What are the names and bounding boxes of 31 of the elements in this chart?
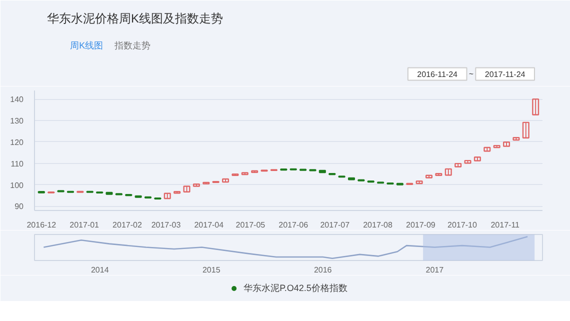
x-tick-label: 2014	[90, 266, 110, 274]
candlestick	[532, 98, 540, 116]
x-tick-label: 2016	[314, 266, 332, 274]
x-tick-label: 2017-03	[151, 220, 182, 230]
x-tick-label: 2017-08	[363, 220, 394, 230]
y-tick-label: 120	[10, 138, 24, 147]
x-tick-label: 2017-10	[448, 220, 478, 230]
x-tick-label: 2016-12	[26, 220, 57, 230]
x-tick-label: 2017-06	[278, 220, 309, 230]
x-tick-label: 2017-07	[320, 220, 350, 230]
x-tick-label: 2017-05	[236, 220, 266, 230]
x-tick-label: 2015	[202, 266, 221, 274]
y-tick-label: 110	[10, 159, 24, 168]
candlestick	[522, 122, 530, 138]
x-tick-label: 2017	[426, 266, 444, 274]
y-tick-label: 100	[10, 180, 24, 190]
x-tick-label: 2017-09	[406, 220, 436, 230]
x-tick-label: 2017-02	[112, 220, 142, 230]
legend-label: 华东水泥P.O42.5价格指数	[244, 282, 348, 294]
chart-title: 华东水泥价格周K线图及指数走势	[46, 11, 223, 26]
y-tick-label: 90	[14, 202, 24, 212]
text: 周K线图	[70, 40, 104, 50]
x-tick-label: 2017-04	[194, 220, 224, 230]
x-tick-label: 2017-11	[490, 220, 520, 230]
text: 2017-11-24	[484, 70, 526, 79]
text: 2016-11-24	[417, 70, 458, 79]
text: ~	[468, 69, 474, 78]
text: 指数走势	[114, 40, 151, 50]
y-tick-label: 130	[10, 116, 24, 126]
x-tick-label: 2017-01	[70, 220, 100, 230]
y-tick-label: 140	[10, 95, 24, 104]
